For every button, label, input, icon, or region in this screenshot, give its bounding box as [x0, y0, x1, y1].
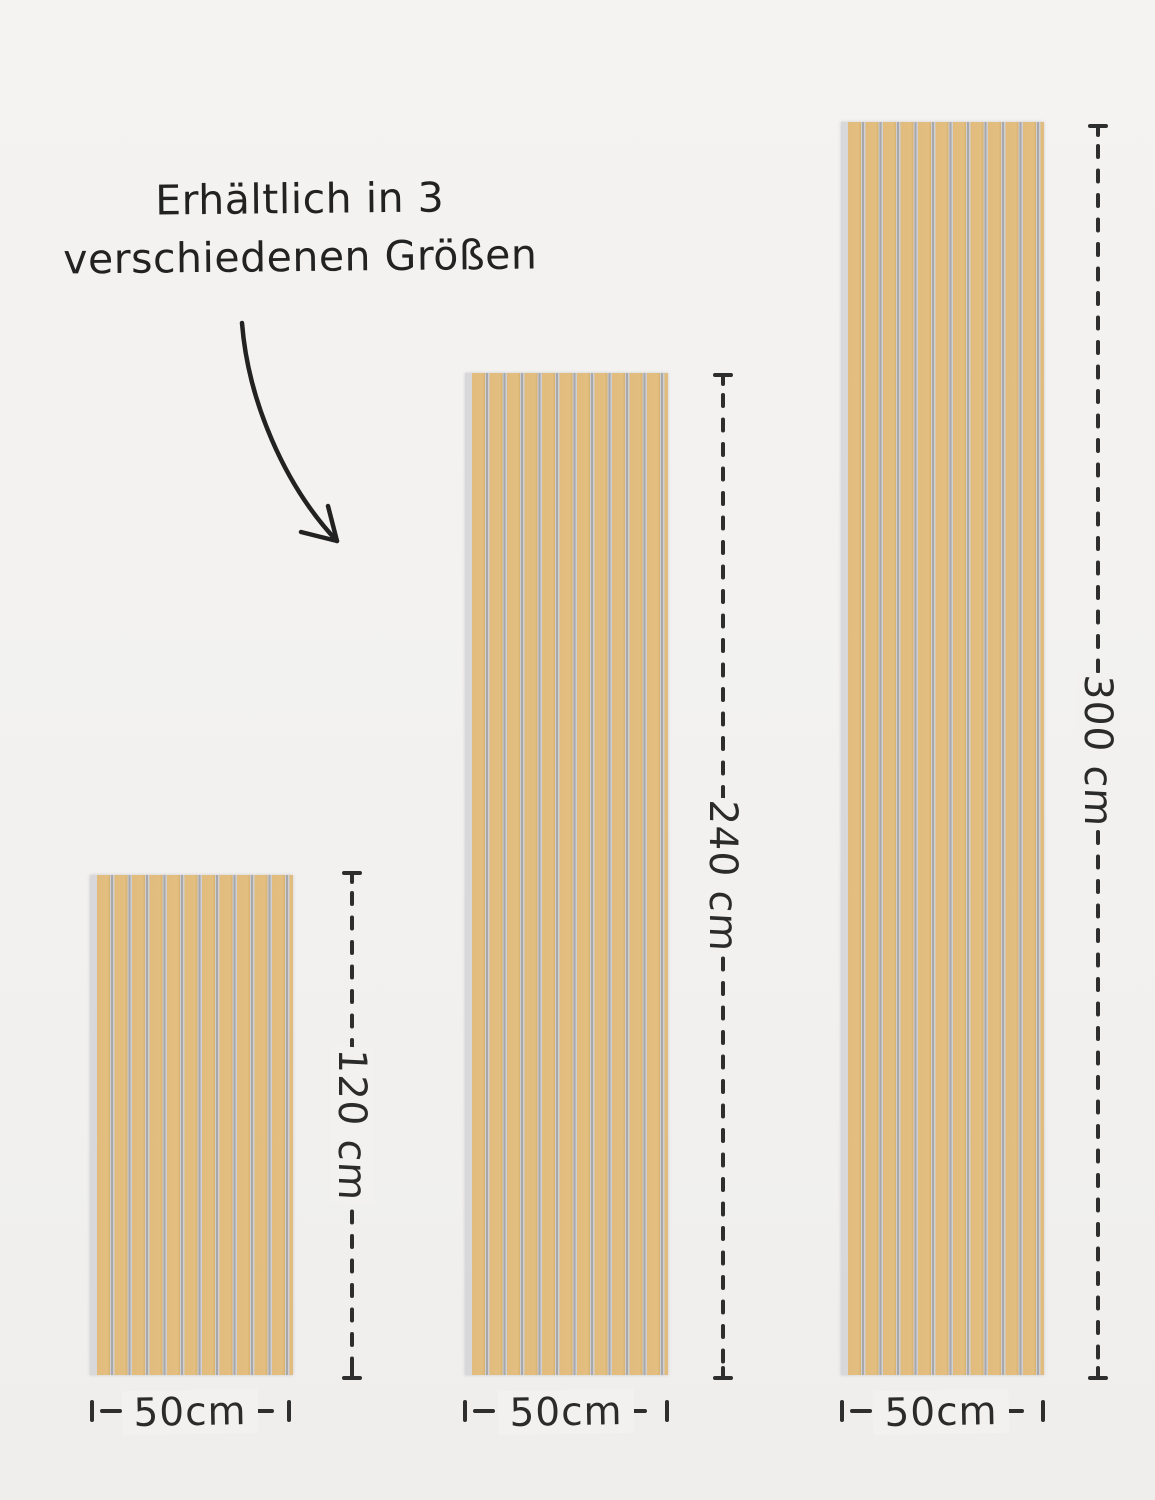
height-label-240: 240 cm [700, 796, 746, 956]
headline-line2: verschiedenen Größen [62, 230, 538, 284]
height-label-300: 300 cm [1075, 671, 1121, 831]
height-dimension-line-240 [713, 373, 733, 1380]
height-label-120: 120 cm [329, 1045, 375, 1205]
width-label-240: 50cm [497, 1389, 635, 1435]
wood-slats [472, 373, 668, 1375]
headline: Erhältlich in 3 verschiedenen Größen [39, 167, 560, 288]
wood-slats [97, 875, 293, 1375]
acoustic-panel-120cm [90, 875, 293, 1375]
acoustic-panel-300cm [841, 122, 1044, 1375]
width-label-300: 50cm [872, 1389, 1010, 1435]
acoustic-panel-240cm [465, 373, 668, 1375]
height-dimension-line-120 [342, 871, 362, 1380]
curved-down-right-arrow-icon [239, 320, 340, 544]
headline-line1: Erhältlich in 3 [154, 173, 445, 225]
wood-slats [848, 122, 1044, 1375]
width-label-120: 50cm [121, 1389, 259, 1435]
